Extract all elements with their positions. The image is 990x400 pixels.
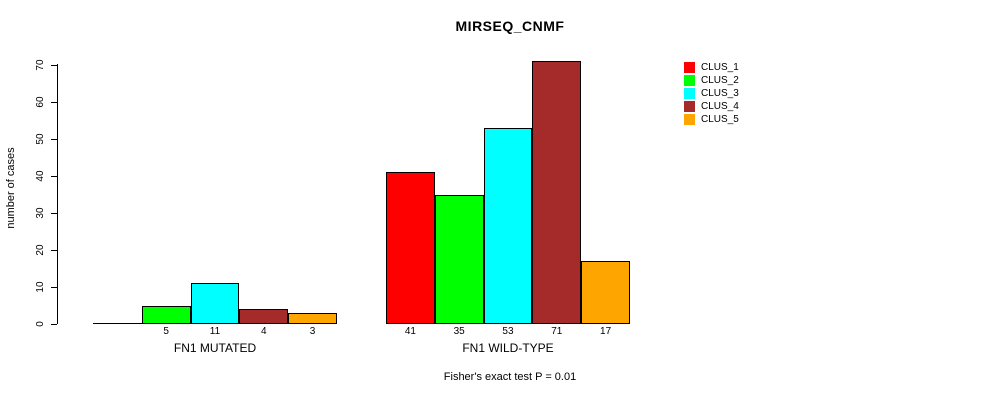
y-tick-label: 40 (35, 170, 46, 182)
legend-item: CLUS_5 (684, 114, 739, 125)
legend-color-swatch (684, 114, 695, 125)
bar-clus_3 (190, 283, 240, 324)
bar-clus_2 (434, 194, 484, 324)
legend: CLUS_1 CLUS_2 CLUS_3 CLUS_4 CLUS_5 (684, 62, 739, 127)
legend-item: CLUS_4 (684, 101, 739, 112)
legend-color-swatch (684, 101, 695, 112)
group-label: FN1 WILD-TYPE (462, 341, 554, 355)
y-tick-mark (51, 212, 57, 214)
y-tick-label: 60 (35, 96, 46, 108)
legend-color-swatch (684, 88, 695, 99)
chart-title: MIRSEQ_CNMF (455, 18, 565, 34)
bar-clus_5 (581, 261, 630, 324)
y-axis-line (57, 64, 58, 324)
bar-value-label: 5 (163, 326, 169, 337)
bar-clus_1 (386, 172, 435, 324)
legend-item: CLUS_2 (684, 75, 739, 86)
y-tick-label: 10 (35, 281, 46, 293)
bar-value-label: 11 (209, 326, 221, 337)
bar-clus_1 (93, 323, 142, 324)
y-tick-mark (51, 101, 57, 103)
y-tick-mark (51, 249, 57, 251)
bar-value-label: 71 (551, 326, 563, 337)
legend-item-label: CLUS_1 (701, 62, 739, 73)
bar-value-label: 35 (453, 326, 465, 337)
y-tick-label: 20 (35, 244, 46, 256)
bar-value-label: 53 (502, 326, 514, 337)
y-tick-mark (51, 323, 57, 325)
bar-value-label: 3 (309, 326, 316, 337)
bar-value-label: 41 (404, 326, 416, 337)
y-tick-mark (51, 64, 57, 66)
legend-color-swatch (684, 75, 695, 86)
legend-color-swatch (684, 62, 695, 73)
bar-clus_2 (141, 305, 191, 324)
y-tick-label: 0 (35, 321, 46, 327)
bar-clus_4 (532, 61, 582, 324)
legend-item: CLUS_3 (684, 88, 739, 99)
bar-value-label: 4 (261, 326, 267, 337)
y-tick-mark (51, 175, 57, 177)
bar-clus_4 (239, 309, 289, 324)
y-tick-mark (51, 138, 57, 140)
legend-item-label: CLUS_2 (701, 75, 739, 86)
legend-item-label: CLUS_4 (701, 101, 739, 112)
y-tick-label: 50 (35, 133, 46, 145)
y-tick-label: 30 (35, 207, 46, 219)
legend-item: CLUS_1 (684, 62, 739, 73)
y-tick-label: 70 (35, 59, 46, 71)
legend-item-label: CLUS_5 (701, 114, 739, 125)
group-label: FN1 MUTATED (173, 341, 257, 355)
bar-value-label: 17 (600, 326, 612, 337)
legend-item-label: CLUS_3 (701, 88, 739, 99)
fisher-test-note: Fisher's exact test P = 0.01 (443, 371, 577, 383)
bar-clus_3 (483, 127, 533, 324)
y-axis-label: number of cases (5, 147, 17, 229)
y-tick-mark (51, 286, 57, 288)
bar-clus_5 (288, 312, 337, 324)
